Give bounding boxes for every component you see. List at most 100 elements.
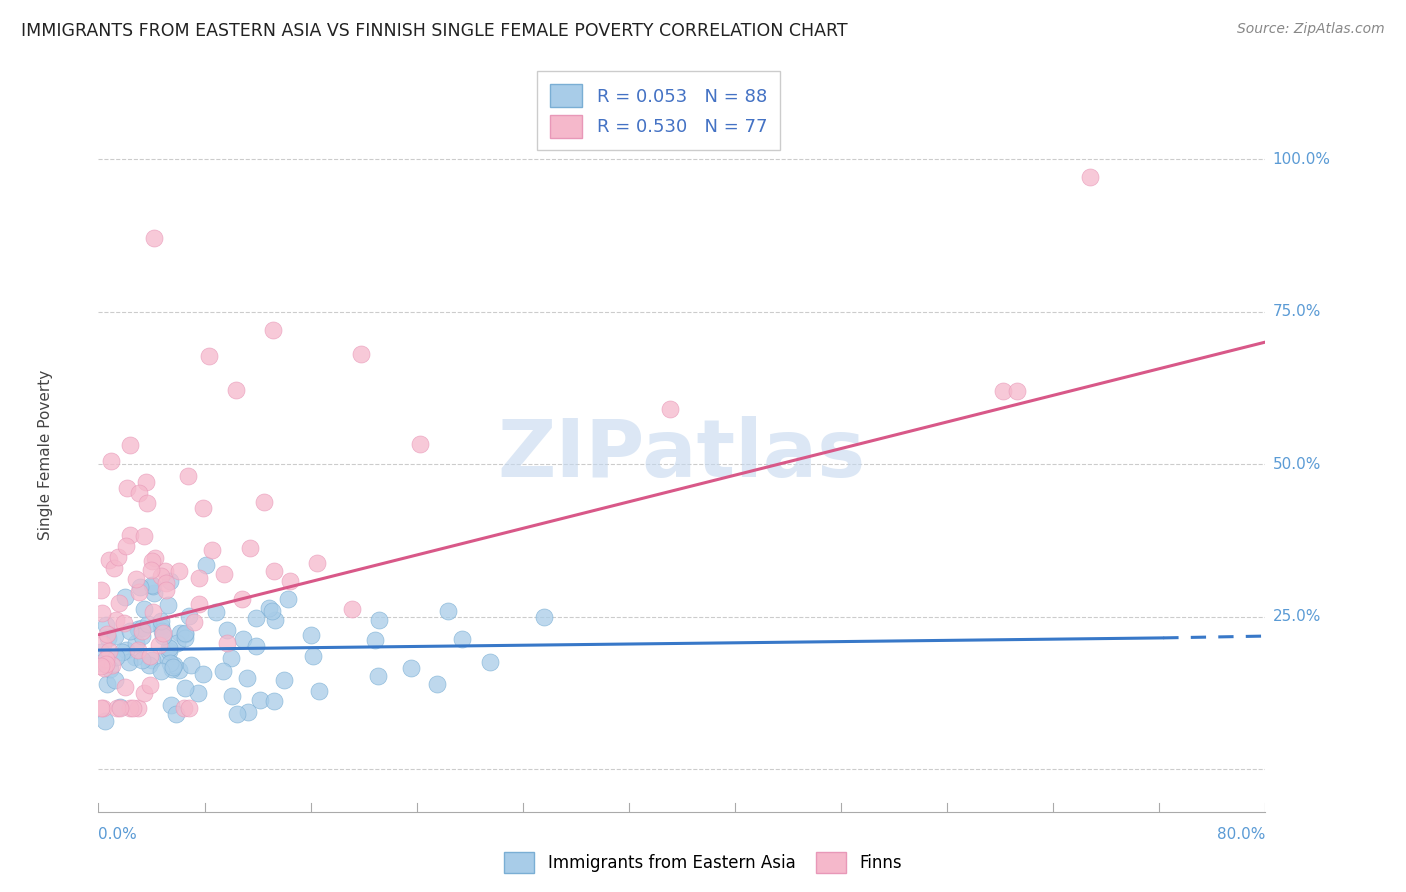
Point bbox=[141, 554, 163, 568]
Point bbox=[533, 610, 555, 624]
Point bbox=[169, 663, 191, 677]
Point bbox=[134, 602, 156, 616]
Point bbox=[156, 598, 179, 612]
Point bbox=[132, 529, 155, 543]
Point bbox=[169, 564, 191, 578]
Point bbox=[262, 323, 284, 337]
Point bbox=[94, 652, 117, 666]
Point bbox=[142, 605, 165, 619]
Point bbox=[308, 684, 330, 698]
Point bbox=[131, 629, 153, 643]
Point bbox=[141, 578, 163, 592]
Point bbox=[198, 349, 221, 363]
Point bbox=[173, 701, 195, 715]
Point bbox=[273, 673, 295, 688]
Point bbox=[277, 591, 299, 606]
Point bbox=[108, 701, 131, 715]
Point bbox=[108, 699, 131, 714]
Point bbox=[173, 631, 195, 645]
Point bbox=[132, 686, 155, 700]
Point bbox=[221, 690, 243, 704]
Point bbox=[225, 383, 247, 397]
Point bbox=[160, 698, 183, 712]
Point bbox=[201, 543, 224, 558]
Point bbox=[152, 628, 174, 642]
Point bbox=[245, 611, 267, 625]
Text: IMMIGRANTS FROM EASTERN ASIA VS FINNISH SINGLE FEMALE POVERTY CORRELATION CHART: IMMIGRANTS FROM EASTERN ASIA VS FINNISH … bbox=[21, 22, 848, 40]
Point bbox=[143, 550, 166, 565]
Point bbox=[103, 561, 125, 575]
Point bbox=[159, 656, 181, 670]
Point bbox=[122, 701, 145, 715]
Point bbox=[157, 640, 180, 655]
Point bbox=[118, 655, 141, 669]
Point bbox=[165, 707, 187, 722]
Point bbox=[409, 436, 432, 450]
Point bbox=[239, 541, 262, 556]
Point bbox=[183, 615, 205, 629]
Point bbox=[120, 528, 142, 542]
Point bbox=[193, 667, 215, 681]
Point bbox=[131, 624, 153, 638]
Point bbox=[108, 596, 131, 610]
Point bbox=[450, 632, 472, 647]
Point bbox=[138, 657, 160, 672]
Point bbox=[205, 606, 228, 620]
Point bbox=[426, 677, 449, 691]
Point bbox=[299, 628, 322, 642]
Point bbox=[152, 626, 174, 640]
Point bbox=[118, 624, 141, 639]
Point bbox=[125, 635, 148, 649]
Point bbox=[188, 571, 211, 585]
Point bbox=[114, 540, 136, 554]
Point bbox=[367, 669, 389, 683]
Point bbox=[257, 601, 280, 615]
Point bbox=[136, 616, 159, 631]
Point bbox=[97, 644, 120, 658]
Point bbox=[148, 638, 170, 652]
Point bbox=[157, 644, 180, 658]
Point bbox=[89, 657, 111, 671]
Point bbox=[115, 643, 138, 657]
Point bbox=[114, 680, 136, 694]
Point bbox=[364, 632, 387, 647]
Point bbox=[212, 567, 235, 582]
Point bbox=[1080, 170, 1102, 185]
Point bbox=[104, 649, 127, 664]
Point bbox=[159, 574, 181, 588]
Point bbox=[437, 604, 460, 618]
Point bbox=[155, 648, 177, 663]
Point bbox=[155, 583, 177, 598]
Point bbox=[96, 627, 118, 641]
Point bbox=[263, 564, 285, 578]
Point bbox=[128, 584, 150, 599]
Point bbox=[235, 671, 257, 685]
Point bbox=[217, 636, 239, 650]
Point bbox=[135, 496, 157, 510]
Text: 75.0%: 75.0% bbox=[1272, 304, 1322, 319]
Point bbox=[264, 613, 287, 627]
Point bbox=[139, 648, 162, 663]
Text: 25.0%: 25.0% bbox=[1272, 609, 1322, 624]
Point bbox=[232, 632, 254, 647]
Point bbox=[98, 662, 121, 676]
Point bbox=[90, 583, 112, 598]
Point bbox=[174, 681, 197, 695]
Point bbox=[107, 701, 129, 715]
Point bbox=[120, 701, 142, 715]
Point bbox=[173, 626, 195, 640]
Point bbox=[139, 678, 162, 692]
Point bbox=[212, 665, 235, 679]
Point bbox=[478, 655, 501, 669]
Point bbox=[163, 658, 186, 673]
Point bbox=[350, 347, 373, 361]
Legend: R = 0.053   N = 88, R = 0.530   N = 77: R = 0.053 N = 88, R = 0.530 N = 77 bbox=[537, 71, 780, 151]
Point bbox=[302, 648, 325, 663]
Point bbox=[155, 576, 177, 591]
Point bbox=[94, 714, 117, 729]
Point bbox=[96, 618, 118, 632]
Point bbox=[305, 556, 328, 570]
Point bbox=[142, 231, 165, 245]
Point bbox=[149, 614, 172, 628]
Point bbox=[342, 602, 364, 616]
